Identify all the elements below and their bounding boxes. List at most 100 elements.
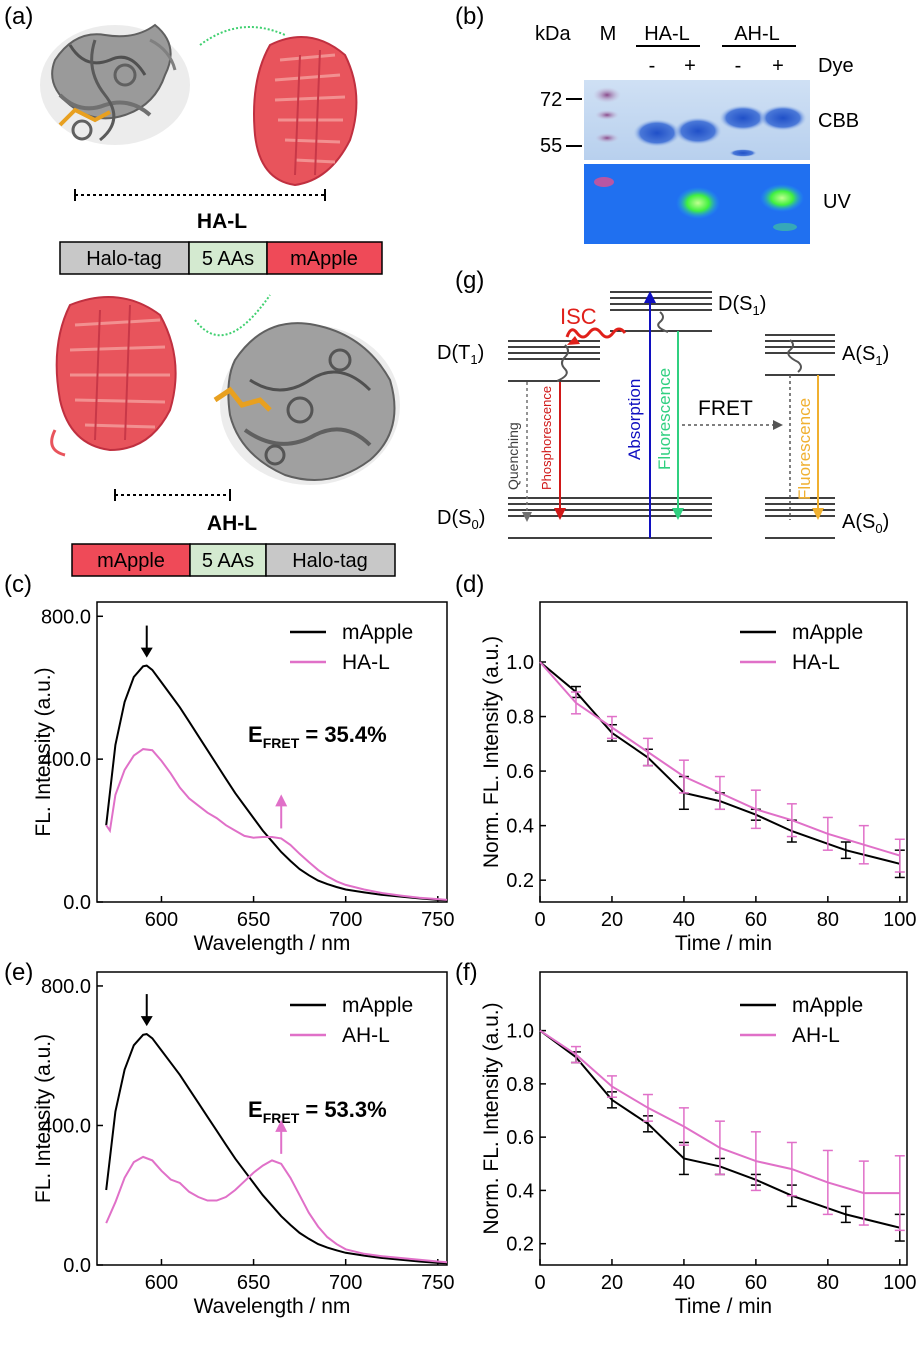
a-s1-label: A(S1) bbox=[842, 343, 889, 368]
panel-label-b: (b) bbox=[455, 3, 484, 30]
construct2-seg-mapple: mApple bbox=[97, 550, 165, 572]
y-tick-label: 800.0 bbox=[41, 976, 91, 998]
halo-tag-structure-2 bbox=[213, 322, 400, 485]
series-line-mapple bbox=[105, 664, 448, 902]
chart-e: 600 650 700 750 0.0 400.0 800.0 Wavelength / nm… bbox=[32, 971, 454, 1318]
y-tick-label: 1.0 bbox=[506, 652, 534, 674]
construct1-seg-5aas: 5 AAs bbox=[202, 248, 254, 270]
kda-label: kDa bbox=[535, 23, 571, 45]
mapple-structure-1 bbox=[253, 36, 358, 187]
x-tick-label: 60 bbox=[745, 909, 767, 931]
y-tick-label: 400.0 bbox=[41, 1115, 91, 1137]
linker-1 bbox=[199, 26, 286, 46]
series-line-mapple bbox=[539, 661, 901, 865]
x-tick-label: 80 bbox=[817, 909, 839, 931]
gel-cbb bbox=[584, 80, 810, 160]
panel-label-g: (g) bbox=[455, 267, 484, 294]
peak-arrowhead bbox=[140, 647, 153, 658]
y-tick-label: 0.4 bbox=[506, 816, 534, 838]
plot-frame bbox=[539, 971, 908, 1266]
legend-label: mApple bbox=[792, 994, 863, 1017]
panel-label-d: (d) bbox=[455, 571, 484, 598]
legend-label: mApple bbox=[342, 994, 413, 1017]
y-axis-label: Norm. FL. Intensity (a.u.) bbox=[480, 636, 503, 868]
construct2-bar: mApple 5 AAs Halo-tag bbox=[71, 543, 396, 577]
panel-label-c: (c) bbox=[4, 571, 32, 598]
panel-label-f: (f) bbox=[455, 959, 478, 986]
group2-label: AH-L bbox=[734, 23, 780, 45]
plot-frame bbox=[96, 601, 448, 903]
marker-label: M bbox=[600, 23, 617, 45]
a-s1-levels bbox=[765, 334, 835, 376]
fluorescence-a-label: Fluorescence bbox=[795, 398, 814, 500]
y-tick-label: 0.6 bbox=[506, 761, 534, 783]
dye-sign-4: + bbox=[772, 55, 784, 77]
construct2-seg-5aas: 5 AAs bbox=[202, 550, 254, 572]
x-tick-label: 750 bbox=[421, 1272, 454, 1294]
x-tick-label: 700 bbox=[329, 909, 362, 931]
y-tick-label: 800.0 bbox=[41, 606, 91, 628]
efret-annotation: EFRET = 35.4% bbox=[248, 722, 387, 751]
dye-sign-1: - bbox=[649, 55, 656, 77]
legend-label: mApple bbox=[792, 621, 863, 644]
x-tick-label: 100 bbox=[883, 909, 916, 931]
isc-label: ISC bbox=[560, 304, 597, 329]
x-axis-label: Time / min bbox=[675, 1295, 772, 1318]
group1-label: HA-L bbox=[644, 23, 690, 45]
a-s0-label: A(S0) bbox=[842, 511, 889, 536]
legend-label: AH-L bbox=[792, 1024, 840, 1047]
x-tick-label: 20 bbox=[601, 909, 623, 931]
construct2-name: AH-L bbox=[207, 512, 257, 535]
halo-tag-structure-1 bbox=[40, 23, 190, 145]
x-tick-label: 750 bbox=[421, 909, 454, 931]
panel-label-a: (a) bbox=[4, 3, 33, 30]
mw-55-label: 55 bbox=[540, 135, 562, 157]
y-tick-label: 400.0 bbox=[41, 749, 91, 771]
construct1-seg-mapple: mApple bbox=[290, 248, 358, 270]
series-line-mapple bbox=[539, 1029, 901, 1229]
chart-f: 0 20 40 60 80 100 0.2 0.4 0.6 0.8 1.0 Time / min Nor… bbox=[480, 971, 916, 1318]
a-s0-levels bbox=[765, 497, 835, 539]
construct1-bar: Halo-tag 5 AAs mApple bbox=[59, 241, 383, 275]
construct1-seg-halotag: Halo-tag bbox=[86, 248, 162, 270]
y-tick-label: 0.8 bbox=[506, 1074, 534, 1096]
y-tick-label: 0.2 bbox=[506, 870, 534, 892]
linker-2 bbox=[194, 294, 271, 337]
x-axis-label: Wavelength / nm bbox=[194, 932, 351, 955]
x-tick-label: 700 bbox=[329, 1272, 362, 1294]
uv-label: UV bbox=[823, 191, 851, 213]
construct1-name: HA-L bbox=[197, 210, 247, 233]
x-tick-label: 20 bbox=[601, 1272, 623, 1294]
chart-c: 600 650 700 750 0.0 400.0 800.0 Wavelength / nm… bbox=[32, 601, 454, 955]
d-s1-levels bbox=[610, 291, 712, 332]
d-t1-label: D(T1) bbox=[437, 342, 484, 367]
x-tick-label: 40 bbox=[673, 1272, 695, 1294]
x-tick-label: 0 bbox=[534, 909, 545, 931]
isc-wave bbox=[565, 327, 627, 339]
legend-label: HA-L bbox=[792, 651, 840, 674]
x-tick-label: 650 bbox=[237, 1272, 270, 1294]
y-tick-label: 0.0 bbox=[63, 1255, 91, 1277]
series-line-mapple bbox=[105, 1033, 448, 1265]
chart-d: 0 20 40 60 80 100 0.2 0.4 0.6 0.8 1.0 Time / min Nor… bbox=[480, 601, 916, 955]
plot-frame bbox=[539, 601, 908, 903]
x-tick-label: 0 bbox=[534, 1272, 545, 1294]
dye-sign-2: + bbox=[684, 55, 696, 77]
y-tick-label: 1.0 bbox=[506, 1021, 534, 1043]
x-tick-label: 80 bbox=[817, 1272, 839, 1294]
dye-label: Dye bbox=[818, 55, 854, 77]
y-axis-label: FL. Intensity (a.u.) bbox=[32, 1034, 55, 1203]
y-tick-label: 0.4 bbox=[506, 1180, 534, 1202]
x-tick-label: 600 bbox=[145, 909, 178, 931]
x-tick-label: 600 bbox=[145, 1272, 178, 1294]
legend-label: AH-L bbox=[342, 1024, 390, 1047]
relax-squiggle-t1 bbox=[556, 344, 569, 382]
x-tick-label: 100 bbox=[883, 1272, 916, 1294]
dye-sign-3: - bbox=[735, 55, 742, 77]
series-line-ha-l bbox=[105, 748, 448, 901]
d-s0-levels bbox=[508, 497, 712, 539]
y-axis-label: FL. Intensity (a.u.) bbox=[32, 667, 55, 836]
legend-label: mApple bbox=[342, 621, 413, 644]
y-tick-label: 0.2 bbox=[506, 1234, 534, 1256]
